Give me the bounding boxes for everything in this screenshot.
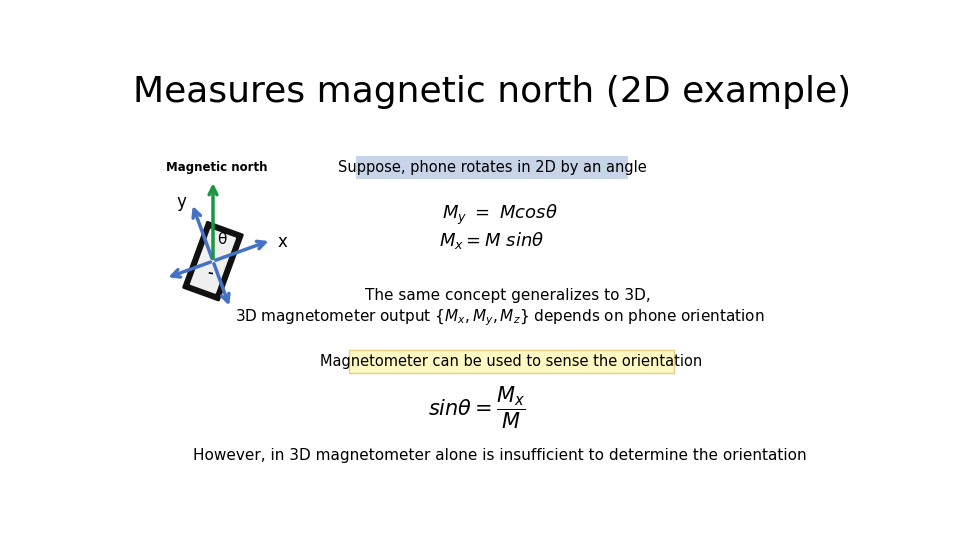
Text: 3D magnetometer output $\{M_x, M_y, M_z\}$ depends on phone orientation: 3D magnetometer output $\{M_x, M_y, M_z\… [235,307,764,328]
Text: Magnetic north: Magnetic north [166,161,268,174]
Text: x: x [277,233,287,251]
FancyBboxPatch shape [356,156,628,179]
Text: $M_y \ = \ Mcos\theta$: $M_y \ = \ Mcos\theta$ [442,203,558,227]
Text: θ: θ [218,232,227,247]
Text: The same concept generalizes to 3D,: The same concept generalizes to 3D, [365,288,650,303]
Polygon shape [183,222,243,300]
Text: $sin\theta = \dfrac{M_x}{M}$: $sin\theta = \dfrac{M_x}{M}$ [428,384,525,430]
Text: y: y [176,193,186,211]
Polygon shape [190,229,235,293]
FancyBboxPatch shape [348,350,674,373]
Text: Measures magnetic north (2D example): Measures magnetic north (2D example) [132,75,852,109]
Text: Magnetometer can be used to sense the orientation: Magnetometer can be used to sense the or… [321,354,703,369]
Text: $M_x = M\ sin\theta$: $M_x = M\ sin\theta$ [440,230,544,251]
Text: Suppose, phone rotates in 2D by an angle: Suppose, phone rotates in 2D by an angle [338,160,646,175]
Text: However, in 3D magnetometer alone is insufficient to determine the orientation: However, in 3D magnetometer alone is ins… [193,448,806,463]
